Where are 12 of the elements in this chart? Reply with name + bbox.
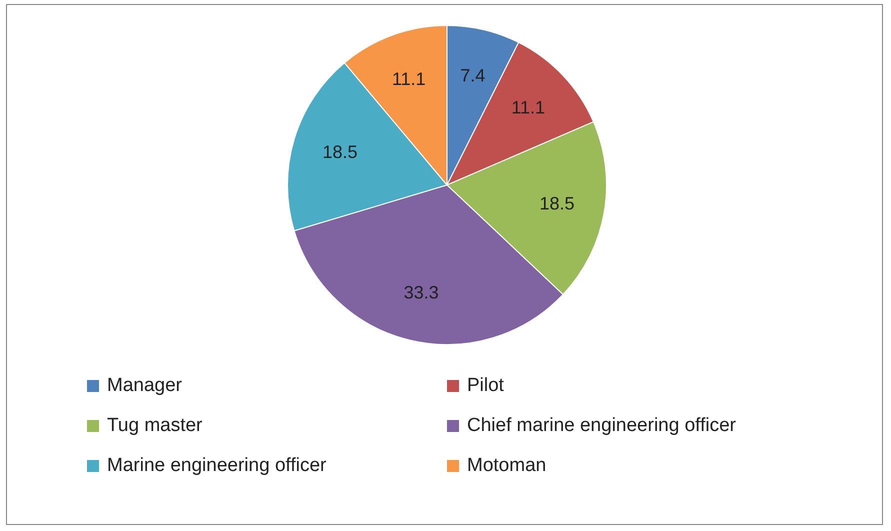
legend-label: Motoman <box>467 455 546 477</box>
data-label: 11.1 <box>392 69 426 90</box>
legend-label: Pilot <box>467 375 504 397</box>
data-label: 18.5 <box>539 193 574 214</box>
legend-label: Chief marine engineering officer <box>467 415 736 437</box>
data-label: 33.3 <box>404 282 439 303</box>
data-label: 11.1 <box>511 97 546 118</box>
data-label: 18.5 <box>322 142 358 162</box>
legend-label: Tug master <box>107 415 202 437</box>
data-label: 7.4 <box>460 65 486 86</box>
legend-label: Marine engineering officer <box>107 455 326 477</box>
legend-label: Manager <box>107 375 182 397</box>
